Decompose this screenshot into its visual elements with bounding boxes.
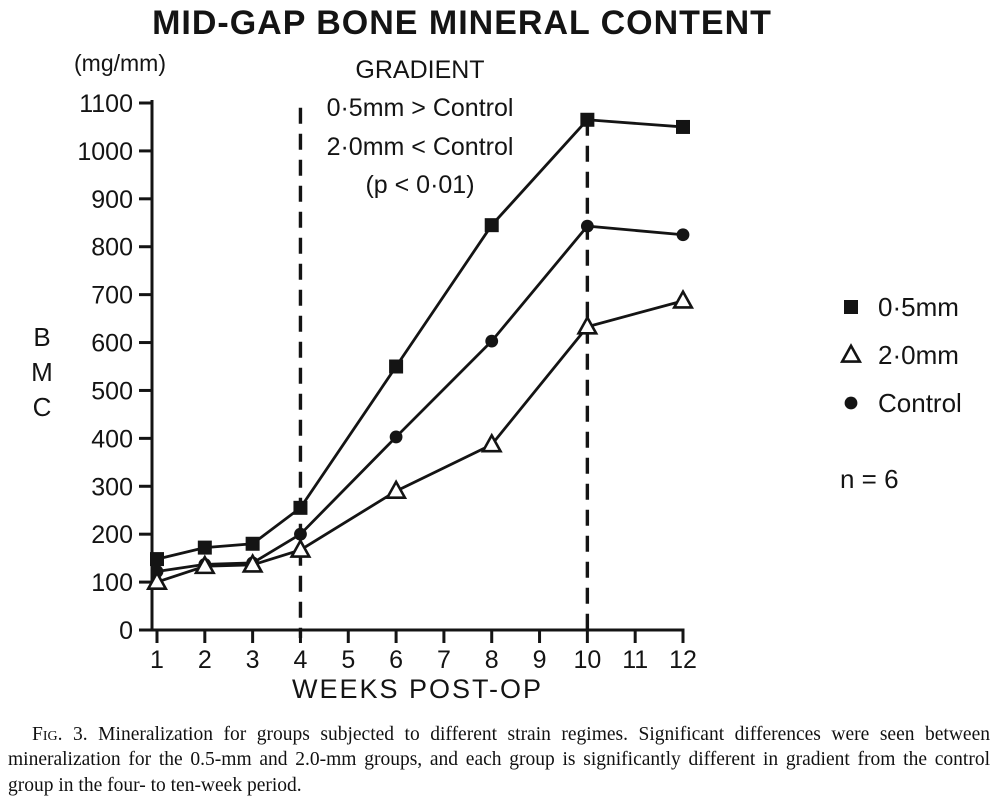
annotation-line: 0·5mm > Control <box>327 94 514 122</box>
data-point-triangle-marker <box>241 552 264 573</box>
legend-label: 2·0mm <box>878 340 959 370</box>
legend-square-marker <box>844 300 858 314</box>
data-point-circle-marker <box>485 334 499 348</box>
annotation-line: GRADIENT <box>355 56 484 84</box>
y-tick-label: 600 <box>91 330 133 358</box>
data-point-square-marker <box>150 552 164 567</box>
series-line-filled-square <box>156 118 684 561</box>
data-point-triangle-marker <box>576 314 599 335</box>
data-point-circle-marker <box>676 228 690 242</box>
y-tick-label: 800 <box>91 234 133 262</box>
data-point-triangle-marker <box>480 432 503 453</box>
data-point-square-marker <box>245 536 260 551</box>
data-point-triangle-marker <box>289 538 312 558</box>
y-tick-label: 200 <box>91 521 133 549</box>
data-point-triangle-marker <box>385 479 408 499</box>
data-point-square-marker <box>484 218 499 233</box>
sample-size-label: n = 6 <box>840 464 899 494</box>
x-tick-label: 6 <box>389 646 403 674</box>
chart-title: MID-GAP BONE MINERAL CONTENT <box>152 4 772 42</box>
x-tick-label: 11 <box>622 646 648 674</box>
x-tick-label: 4 <box>294 646 308 674</box>
figure-caption: Fig. 3. Mineralization for groups subjec… <box>8 722 990 798</box>
figure-number: Fig. 3. <box>32 724 88 745</box>
y-tick-label: 0 <box>119 617 133 645</box>
series-line-open-triangle <box>156 299 684 584</box>
y-tick-label: 1100 <box>79 90 133 118</box>
y-tick-label: 500 <box>91 377 133 405</box>
x-tick-label: 8 <box>485 646 499 674</box>
x-tick-label: 1 <box>150 646 164 674</box>
data-point-circle-marker <box>580 219 594 233</box>
y-axis-label: B M C <box>31 322 53 422</box>
y-tick-label: 300 <box>91 473 133 501</box>
legend-label: 0·5mm <box>878 292 959 322</box>
x-tick-label: 3 <box>246 646 260 674</box>
y-tick-label: 900 <box>91 186 133 214</box>
y-axis-unit-label: (mg/mm) <box>74 50 166 76</box>
legend-circle-marker <box>844 396 858 410</box>
x-tick-label: 2 <box>198 646 212 674</box>
legend-triangle-marker <box>839 343 863 363</box>
annotation-line: 2·0mm < Control <box>327 133 514 161</box>
data-point-circle-marker <box>389 430 403 444</box>
x-tick-label: 12 <box>669 646 697 674</box>
data-point-circle-marker <box>294 527 307 541</box>
legend-label: Control <box>878 388 962 418</box>
data-point-square-marker <box>197 540 212 555</box>
y-tick-label: 400 <box>91 425 133 453</box>
x-tick-label: 10 <box>573 646 601 674</box>
x-axis-label: WEEKS POST-OP <box>291 674 544 704</box>
data-point-triangle-marker <box>145 570 169 590</box>
x-tick-label: 7 <box>437 646 451 674</box>
data-point-square-marker <box>676 119 690 134</box>
x-tick-label: 5 <box>341 646 355 674</box>
data-point-square-marker <box>293 500 308 515</box>
y-tick-label: 700 <box>91 282 133 310</box>
x-tick-label: 9 <box>533 646 547 674</box>
y-tick-label: 1000 <box>77 138 133 166</box>
annotation-line: (p < 0·01) <box>365 171 474 199</box>
data-point-triangle-marker <box>671 288 695 309</box>
data-point-square-marker <box>389 359 404 374</box>
caption-text: Mineralization for groups subjected to d… <box>8 724 990 796</box>
data-point-triangle-marker <box>193 554 216 575</box>
y-tick-label: 100 <box>91 569 133 597</box>
series-line-filled-circle <box>156 224 684 573</box>
data-point-square-marker <box>580 112 595 127</box>
